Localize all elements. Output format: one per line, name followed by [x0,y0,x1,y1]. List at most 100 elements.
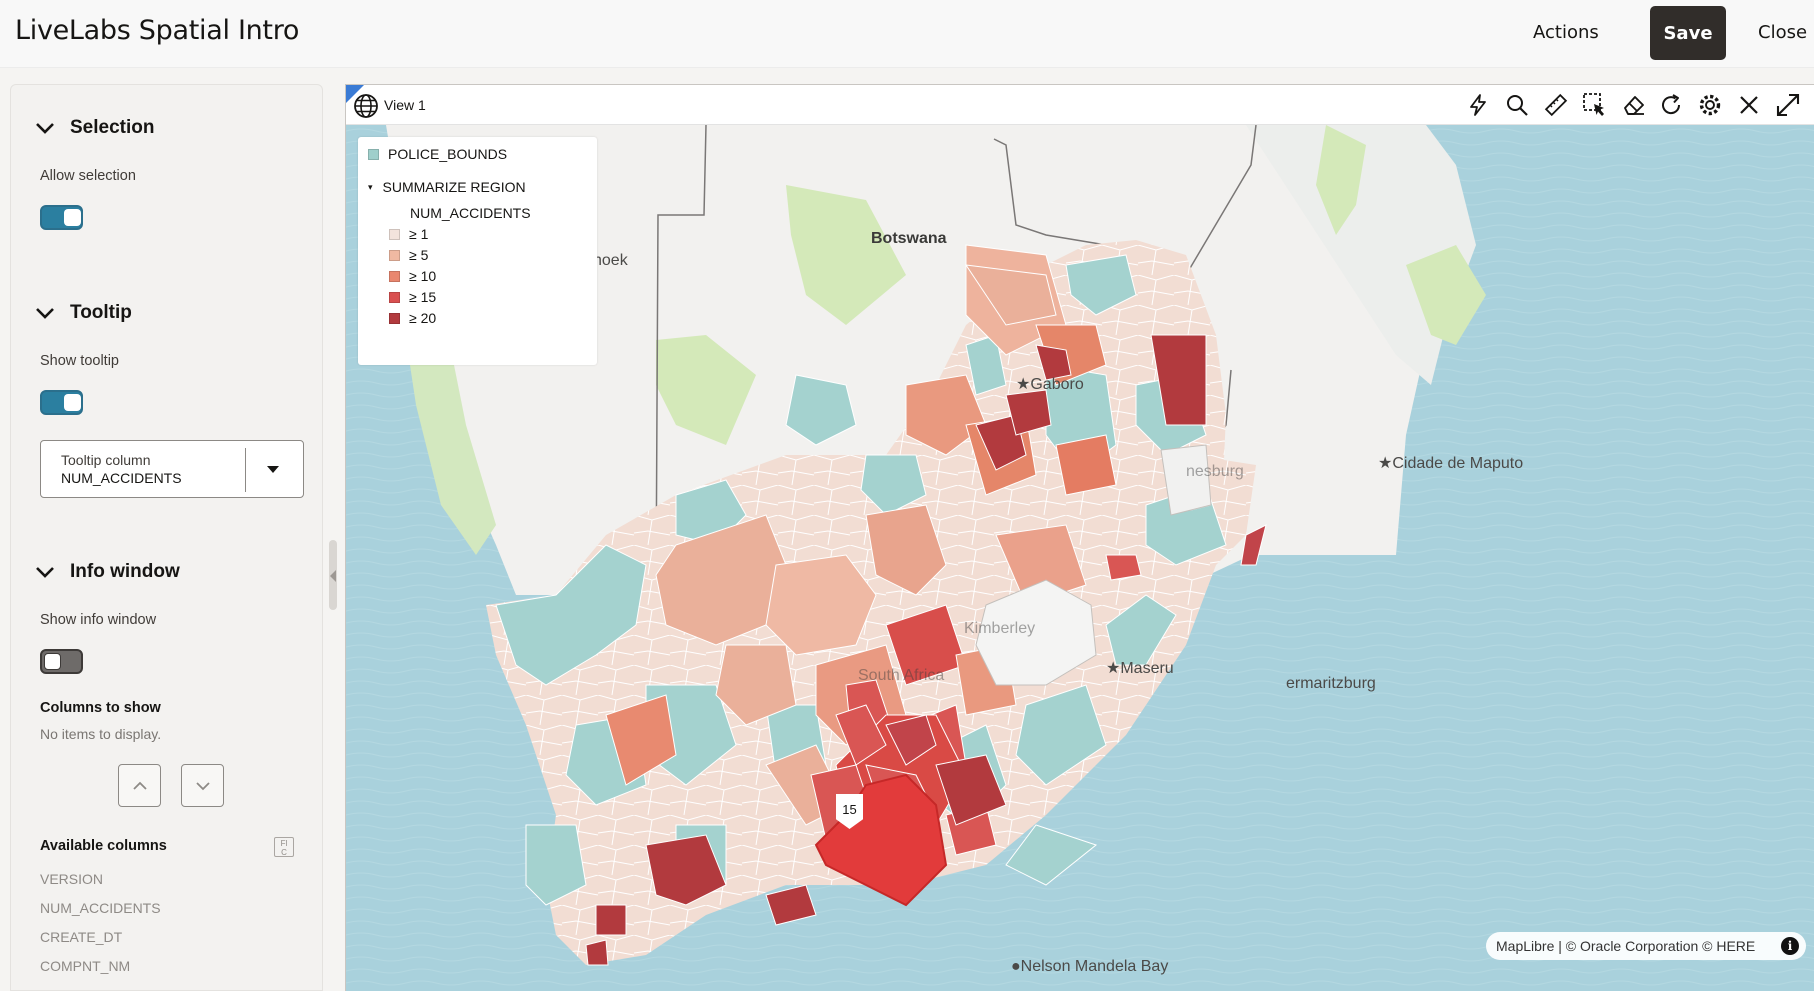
map-attribution: MapLibre | © Oracle Corporation © HERE i [1486,932,1806,960]
legend-summarize-region[interactable]: ▾ SUMMARIZE REGION [368,179,526,195]
lightning-icon[interactable] [1464,91,1492,119]
actions-button[interactable]: Actions [1533,22,1599,43]
selection-title: Selection [70,117,155,138]
place-label-pietermaritzburg: ermaritzburg [1286,675,1376,692]
info-icon[interactable]: i [1781,937,1799,955]
tooltip-column-select[interactable]: Tooltip column NUM_ACCIDENTS [40,440,304,498]
place-label-kimberley: Kimberley [964,620,1036,637]
legend-class-label: ≥ 10 [409,268,437,284]
show-tooltip-label: Show tooltip [40,353,119,369]
search-icon[interactable] [1503,91,1531,119]
tooltip-column-value: NUM_ACCIDENTS [61,470,182,486]
place-label-maseru: ★Maseru [1106,660,1174,677]
place-label-nelson-text: Nelson Mandela Bay [1020,958,1169,975]
selection-section-header[interactable]: Selection [34,117,154,139]
show-info-window-toggle[interactable] [40,649,83,674]
globe-icon [354,94,378,118]
available-column-item[interactable]: VERSION [40,871,104,887]
expand-icon[interactable] [1774,91,1802,119]
chevron-down-icon [36,567,54,578]
tooltip-column-label: Tooltip column [61,452,151,468]
available-columns-label: Available columns [40,838,167,854]
app-title: LiveLabs Spatial Intro [15,15,300,46]
place-label-south-africa: South Africa [858,667,945,684]
legend-swatch [389,270,400,282]
mozambique-land [1246,125,1476,385]
legend-swatch [368,148,379,160]
park-area [656,335,756,445]
legend-class-label: ≥ 20 [409,310,437,326]
lesotho-area [975,579,1097,686]
toggle-knob [64,209,81,226]
show-info-window-label: Show info window [40,612,157,628]
toggle-knob [64,394,81,411]
close-icon[interactable] [1735,91,1763,119]
place-label-nelson-mandela-bay: ●Nelson Mandela Bay [1011,958,1169,975]
allow-selection-toggle[interactable] [40,205,83,230]
legend-swatch [389,312,400,324]
legend-swatch [389,249,400,261]
caret-down-icon[interactable]: ▾ [368,181,373,192]
legend-field-label: NUM_ACCIDENTS [410,205,531,221]
legend-class-label: ≥ 5 [409,247,429,263]
view-label: View 1 [384,97,426,113]
place-label-johannesburg: nesburg [1186,463,1244,480]
move-down-button[interactable] [181,764,224,807]
info-window-section-header[interactable]: Info window [34,561,180,583]
tooltip-section-header[interactable]: Tooltip [34,302,132,324]
selected-region[interactable] [814,773,948,907]
place-label-gaborone: ★Gaboro [1016,376,1084,393]
legend-swatch [389,228,400,240]
tooltip-title: Tooltip [70,302,132,323]
place-label-windhoek: hoek [593,252,628,269]
move-up-button[interactable] [118,764,161,807]
country-border [655,125,707,596]
place-label-botswana: Botswana [871,230,947,247]
show-tooltip-toggle[interactable] [40,390,83,415]
eraser-icon[interactable] [1620,91,1648,119]
no-items-text: No items to display. [40,726,162,742]
columns-to-show-label: Columns to show [40,700,161,716]
legend-class: ≥ 5 [389,247,428,263]
place-label-gaborone-text: Gaboro [1030,376,1084,393]
attribution-text: MapLibre | © Oracle Corporation © HERE [1496,938,1756,954]
app-header: LiveLabs Spatial Intro Actions Save Clos… [0,0,1814,68]
place-label-maseru-text: Maseru [1120,660,1174,677]
allow-selection-label: Allow selection [40,168,136,184]
close-button[interactable]: Close [1758,22,1808,43]
info-window-title: Info window [70,561,180,582]
chevron-up-icon [132,781,147,790]
legend-class-label: ≥ 1 [409,226,429,242]
legend-class: ≥ 1 [389,226,428,242]
legend-police-bounds[interactable]: POLICE_BOUNDS [368,146,507,162]
map-canvas[interactable] [346,125,1814,991]
ruler-icon[interactable] [1542,91,1570,119]
select-divider [245,448,246,492]
available-column-item[interactable]: COMPNT_NM [40,958,131,974]
legend-class: ≥ 20 [389,310,436,326]
corner-marker [346,85,364,103]
save-button[interactable]: Save [1650,6,1726,60]
chevron-down-icon [36,123,54,134]
legend-layer-label: SUMMARIZE REGION [382,179,526,195]
legend-class: ≥ 15 [389,289,436,305]
refresh-icon[interactable] [1657,91,1685,119]
collapse-arrow-icon[interactable] [330,570,336,582]
legend-field-text: NUM_ACCIDENTS [410,205,531,221]
legend-swatch [389,291,400,303]
park-area [786,185,906,325]
map-viewer[interactable]: View 1 [345,84,1814,991]
available-column-item[interactable]: CREATE_DT [40,929,123,945]
available-column-item[interactable]: NUM_ACCIDENTS [40,900,161,916]
sort-icon[interactable]: Fl C [274,837,294,857]
park-area [1316,125,1366,235]
place-label-maputo-text: Cidade de Maputo [1392,455,1524,472]
settings-icon[interactable] [1696,91,1724,119]
properties-panel [10,84,323,991]
toggle-knob [44,653,61,670]
map-toolbar: View 1 [346,85,1814,125]
caret-down-icon[interactable] [267,466,279,473]
select-region-icon[interactable] [1581,91,1609,119]
place-label-maputo: ★Cidade de Maputo [1378,455,1524,472]
map-legend: POLICE_BOUNDS ▾ SUMMARIZE REGION NUM_ACC… [358,137,597,365]
